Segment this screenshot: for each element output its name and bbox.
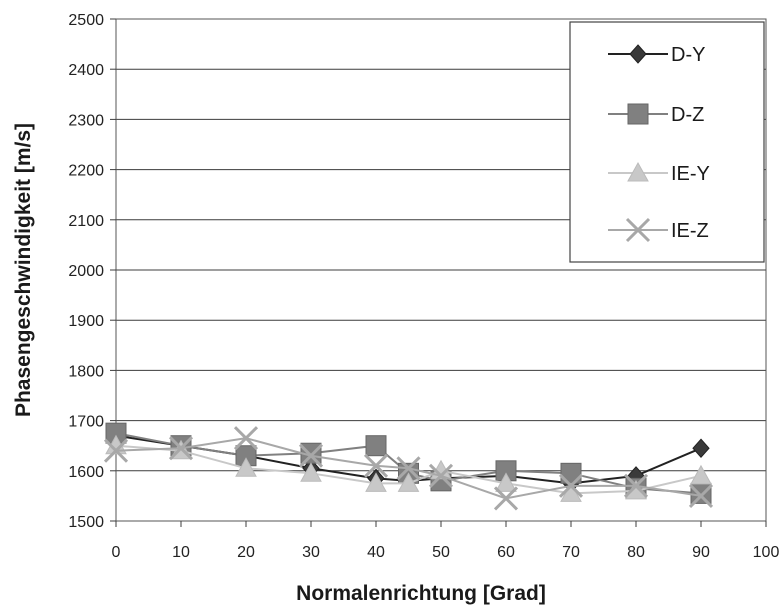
y-tick-label-2400: 2400 [68,62,104,79]
legend-marker-D-Z [627,103,649,125]
legend-item-IE-Z: IE-Z [608,217,709,243]
axes [110,18,767,527]
legend-marker-IE-Y [627,161,649,182]
y-tick-label-2100: 2100 [68,213,104,230]
legend-marker-IE-Z [625,217,651,243]
series-layer [103,422,714,511]
legend-label-IE-Y: IE-Y [671,163,710,185]
series-IE-Z [103,426,714,511]
point-IE-Z-20 [233,426,259,451]
x-tick-label-30: 30 [302,544,320,561]
y-axis-title: Phasengeschwindigkeit [m/s] [12,123,35,417]
point-IE-Y-60 [495,472,517,492]
point-IE-Z-80 [623,473,649,498]
y-tick-label-1900: 1900 [68,313,104,330]
point-IE-Z-90 [688,483,714,508]
legend-label-IE-Z: IE-Z [671,220,709,242]
x-axis-title: Normalenrichtung [Grad] [296,582,546,605]
legend-item-IE-Y: IE-Y [608,161,710,185]
legend-label-D-Z: D-Z [671,104,704,126]
legend-marker-D-Y [629,44,647,64]
y-tick-label-2500: 2500 [68,12,104,29]
point-IE-Y-40 [365,472,387,492]
y-tick-label-1800: 1800 [68,363,104,380]
point-IE-Y-20 [235,457,257,477]
y-tick-label-1700: 1700 [68,414,104,431]
point-D-Z-90 [690,482,712,504]
point-IE-Y-90 [690,464,712,485]
y-tick-label-1600: 1600 [68,464,104,481]
point-IE-Z-30 [298,443,324,468]
x-tick-label-100: 100 [753,544,780,561]
point-IE-Y-45 [397,472,420,492]
y-tick-label-2300: 2300 [68,112,104,129]
legend-label-D-Y: D-Y [671,44,705,66]
point-IE-Y-30 [300,462,322,482]
x-tick-label-40: 40 [367,544,385,561]
point-D-Z-40 [365,435,387,457]
x-tick-label-70: 70 [562,544,580,561]
legend-item-D-Y: D-Y [608,44,705,66]
legend: D-Y D-Z IE-Y IE-Z [569,21,765,263]
point-IE-Z-10 [168,436,194,461]
tick-labels: 1500 1600 1700 1800 1900 2000 2100 2200 2300 2400… [68,12,779,561]
point-IE-Z-0 [103,438,129,463]
y-tick-label-2000: 2000 [68,263,104,280]
y-tick-label-1500: 1500 [68,514,104,531]
legend-item-D-Z: D-Z [608,103,704,126]
x-tick-label-90: 90 [692,544,710,561]
point-IE-Z-60 [493,486,519,511]
legend-box [569,21,765,263]
x-tick-label-0: 0 [112,544,121,561]
point-IE-Z-45 [396,456,421,481]
x-tick-label-50: 50 [432,544,450,561]
x-tick-label-80: 80 [627,544,645,561]
x-tick-label-20: 20 [237,544,255,561]
point-IE-Z-50 [428,463,454,488]
point-D-Y-90 [692,438,710,458]
point-IE-Z-70 [558,473,584,498]
y-tick-label-2200: 2200 [68,163,104,180]
point-IE-Z-40 [363,453,389,478]
x-tick-label-10: 10 [172,544,190,561]
x-tick-label-60: 60 [497,544,515,561]
